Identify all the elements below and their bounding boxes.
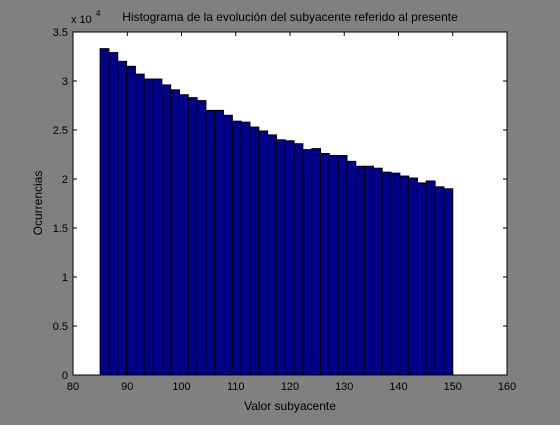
histogram-bar — [205, 109, 216, 376]
x-tick-label: 120 — [281, 381, 299, 393]
histogram-bar — [152, 78, 163, 376]
y-ticks-group: 0 0.5 1 1.5 2 2.5 3 3.5 — [53, 27, 507, 382]
y-tick-label: 3 — [62, 76, 68, 88]
histogram-bar — [355, 165, 366, 376]
histogram-bar — [372, 167, 383, 376]
histogram-bar — [425, 180, 436, 376]
histogram-bar — [161, 84, 172, 376]
x-tick-label: 90 — [121, 381, 133, 393]
histogram-bar — [328, 154, 339, 376]
histogram-bar — [364, 165, 374, 376]
histogram-bar — [302, 149, 313, 376]
x-tick-label: 130 — [335, 381, 353, 393]
histogram-bar — [99, 48, 110, 376]
histogram-bar — [337, 154, 348, 376]
histogram-bar — [170, 89, 180, 376]
histogram-bar — [320, 153, 330, 376]
histogram-bar — [293, 143, 304, 376]
histogram-bar — [126, 65, 136, 376]
histogram-bar — [240, 121, 251, 376]
x-ticks-group: 80 90 100 110 120 130 140 150 160 — [67, 32, 516, 393]
y-multiplier-base: x 10 — [71, 14, 92, 26]
x-tick-label: 100 — [172, 381, 190, 393]
histogram-bar — [258, 130, 269, 376]
y-tick-label: 2 — [62, 174, 68, 186]
histogram-bar — [249, 126, 260, 376]
x-tick-label: 150 — [444, 381, 462, 393]
y-multiplier-exponent: 4 — [96, 9, 101, 18]
histogram-bar — [134, 73, 145, 376]
histogram-bar — [408, 177, 418, 376]
histogram-bar — [187, 97, 198, 376]
y-tick-label: 0 — [62, 370, 68, 382]
x-tick-label: 110 — [227, 381, 245, 393]
histogram-bar — [178, 94, 189, 376]
histogram-bar — [143, 78, 154, 376]
y-tick-label: 0.5 — [53, 321, 68, 333]
histogram-bar — [390, 172, 401, 376]
histogram-bar — [416, 182, 427, 376]
histogram-bar — [399, 175, 410, 376]
histogram-bar — [434, 186, 445, 376]
y-tick-label: 2.5 — [53, 125, 68, 137]
x-tick-label: 80 — [67, 381, 79, 393]
y-tick-label: 1 — [62, 272, 68, 284]
histogram-bar — [311, 148, 322, 376]
histogram-bar — [117, 60, 128, 376]
y-tick-label: 3.5 — [53, 27, 68, 39]
histogram-bar — [346, 160, 357, 376]
histogram-bar — [223, 114, 233, 376]
y-tick-label: 1.5 — [53, 223, 68, 235]
histogram-bar — [443, 188, 454, 376]
histogram-bar — [196, 100, 207, 376]
x-axis-label: Valor subyacente — [244, 399, 336, 413]
x-tick-label: 140 — [389, 381, 407, 393]
histogram-bar — [284, 140, 295, 376]
x-tick-label: 160 — [498, 381, 516, 393]
histogram-bar — [108, 52, 119, 376]
y-axis-label: Ocurrencias — [31, 171, 45, 236]
histogram-bar — [267, 134, 277, 376]
chart-title: Histograma de la evolución del subyacent… — [122, 10, 458, 24]
histogram-bar — [381, 171, 392, 376]
histogram-bar — [231, 120, 242, 376]
histogram-bar — [275, 139, 286, 376]
histogram-bar — [214, 109, 225, 376]
